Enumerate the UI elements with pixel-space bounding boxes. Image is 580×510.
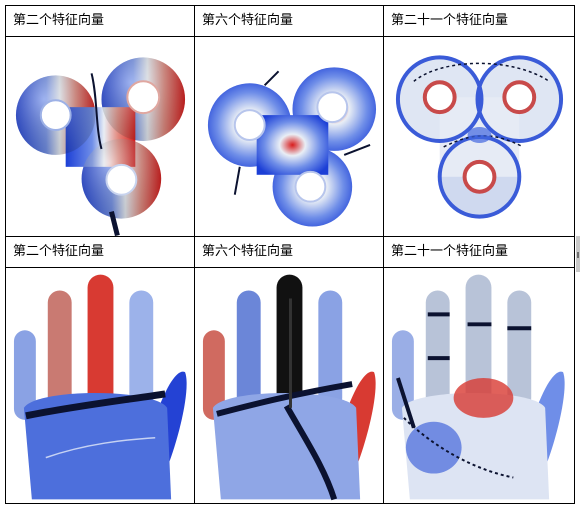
triple-torus-eig21-icon: [395, 55, 564, 219]
torus-eigvec-21-image: [383, 36, 575, 237]
hand-eigvec-6-image: [194, 267, 384, 504]
hand-eig21-icon: [391, 274, 565, 500]
caption-r2c2: 第六个特征向量: [194, 236, 384, 268]
triple-torus-eig2-icon: [15, 57, 186, 236]
caption-r2c3: 第二十一个特征向量: [383, 236, 575, 268]
hand-eig6-icon: [202, 274, 376, 501]
hand-eig2-icon: [13, 274, 187, 500]
triple-torus-eig6-icon: [207, 67, 377, 227]
caption-r1c2: 第六个特征向量: [194, 5, 384, 37]
torus-eigvec-6-image: [194, 36, 384, 237]
caption-r2c1: 第二个特征向量: [5, 236, 195, 268]
hand-eigvec-21-image: [383, 267, 575, 504]
figure-table: 第二个特征向量 第六个特征向量 第二十一个特征向量: [5, 5, 575, 504]
scroll-handle[interactable]: [576, 236, 580, 272]
hand-eigvec-2-image: [5, 267, 195, 504]
torus-eigvec-2-image: [5, 36, 195, 237]
caption-r1c3: 第二十一个特征向量: [383, 5, 575, 37]
caption-r1c1: 第二个特征向量: [5, 5, 195, 37]
